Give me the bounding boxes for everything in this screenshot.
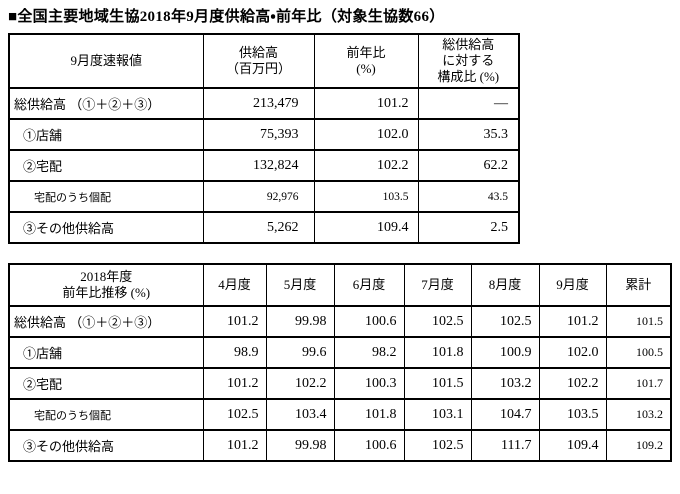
row-label: 総供給高 （①＋②＋③） (8, 87, 204, 120)
april-value: 101.2 (202, 429, 267, 462)
yoy-value: 101.2 (313, 87, 419, 120)
table-row-total-supply: 総供給高 （①＋②＋③） 101.2 99.98 100.6 102.5 102… (8, 305, 672, 338)
table-row-stores: ①店舗 75,393 102.0 35.3 (8, 118, 520, 151)
cumulative-value: 109.2 (605, 429, 672, 462)
september-value: 109.4 (538, 429, 607, 462)
april-value: 102.5 (202, 398, 267, 431)
row-label: ①店舗 (8, 118, 204, 151)
table-row-individual-delivery: 宅配のうち個配 92,976 103.5 43.5 (8, 180, 520, 213)
table2-header-cumulative: 累計 (605, 263, 672, 307)
table2-header-row: 2018年度 前年比推移 (%) 4月度 5月度 6月度 7月度 8月度 9月度… (8, 263, 672, 307)
cumulative-value: 101.5 (605, 305, 672, 338)
supply-value: 132,824 (202, 149, 315, 182)
table-row-total-supply: 総供給高 （①＋②＋③） 213,479 101.2 ― (8, 87, 520, 120)
september-value: 102.0 (538, 336, 607, 369)
august-value: 111.7 (470, 429, 540, 462)
june-value: 100.3 (333, 367, 405, 400)
table1-body: 総供給高 （①＋②＋③） 213,479 101.2 ― ①店舗 75,393 … (8, 87, 520, 244)
supply-value: 5,262 (202, 211, 315, 244)
table2-header-april: 4月度 (202, 263, 267, 307)
cumulative-value: 100.5 (605, 336, 672, 369)
cumulative-value: 103.2 (605, 398, 672, 431)
table1-header-supply: 供給高 （百万円） (202, 33, 315, 89)
table1-header-label: 9月度速報値 (8, 33, 204, 89)
table-row-delivery: ②宅配 132,824 102.2 62.2 (8, 149, 520, 182)
page-title: ■全国主要地域生協2018年9月度供給高・前年比（対象生協数66） (8, 9, 445, 25)
april-value: 101.2 (202, 305, 267, 338)
table2-header: 2018年度 前年比推移 (%) 4月度 5月度 6月度 7月度 8月度 9月度… (8, 263, 672, 307)
table2-header-may: 5月度 (265, 263, 335, 307)
april-value: 98.9 (202, 336, 267, 369)
june-value: 100.6 (333, 305, 405, 338)
yoy-value: 102.0 (313, 118, 419, 151)
may-value: 102.2 (265, 367, 335, 400)
august-value: 103.2 (470, 367, 540, 400)
table2-header-label: 2018年度 前年比推移 (%) (8, 263, 204, 307)
table2-body: 総供給高 （①＋②＋③） 101.2 99.98 100.6 102.5 102… (8, 305, 672, 462)
september-value: 102.2 (538, 367, 607, 400)
share-value: 43.5 (417, 180, 520, 213)
june-value: 101.8 (333, 398, 405, 431)
may-value: 99.98 (265, 429, 335, 462)
table1-header-row: 9月度速報値 供給高 （百万円） 前年比 (%) 総供給高 に対する 構成比 (… (8, 33, 520, 89)
table-row-individual-delivery: 宅配のうち個配 102.5 103.4 101.8 103.1 104.7 10… (8, 398, 672, 431)
table-row-stores: ①店舗 98.9 99.6 98.2 101.8 100.9 102.0 100… (8, 336, 672, 369)
august-value: 102.5 (470, 305, 540, 338)
cumulative-value: 101.7 (605, 367, 672, 400)
row-label: 宅配のうち個配 (8, 398, 204, 431)
yoy-value: 102.2 (313, 149, 419, 182)
september-flash-report-table: 9月度速報値 供給高 （百万円） 前年比 (%) 総供給高 に対する 構成比 (… (8, 33, 520, 244)
share-value: 62.2 (417, 149, 520, 182)
row-label: ③その他供給高 (8, 429, 204, 462)
yoy-value: 103.5 (313, 180, 419, 213)
may-value: 99.98 (265, 305, 335, 338)
yoy-value: 109.4 (313, 211, 419, 244)
supply-value: 213,479 (202, 87, 315, 120)
table1-header: 9月度速報値 供給高 （百万円） 前年比 (%) 総供給高 に対する 構成比 (… (8, 33, 520, 89)
table-row-other-supply: ③その他供給高 101.2 99.98 100.6 102.5 111.7 10… (8, 429, 672, 462)
supply-value: 92,976 (202, 180, 315, 213)
table1-header-yoy: 前年比 (%) (313, 33, 419, 89)
table-row-other-supply: ③その他供給高 5,262 109.4 2.5 (8, 211, 520, 244)
july-value: 102.5 (403, 429, 472, 462)
september-value: 101.2 (538, 305, 607, 338)
table1-header-share: 総供給高 に対する 構成比 (%) (417, 33, 520, 89)
june-value: 100.6 (333, 429, 405, 462)
document-page: ■全国主要地域生協2018年9月度供給高・前年比（対象生協数66） 9月度速報値… (8, 9, 672, 462)
row-label: 総供給高 （①＋②＋③） (8, 305, 204, 338)
row-label: ③その他供給高 (8, 211, 204, 244)
row-label: ②宅配 (8, 367, 204, 400)
share-value: 2.5 (417, 211, 520, 244)
august-value: 100.9 (470, 336, 540, 369)
table2-header-july: 7月度 (403, 263, 472, 307)
table2-header-june: 6月度 (333, 263, 405, 307)
table2-header-september: 9月度 (538, 263, 607, 307)
table2-header-august: 8月度 (470, 263, 540, 307)
supply-value: 75,393 (202, 118, 315, 151)
july-value: 101.8 (403, 336, 472, 369)
may-value: 103.4 (265, 398, 335, 431)
june-value: 98.2 (333, 336, 405, 369)
row-label: ②宅配 (8, 149, 204, 182)
share-value: ― (417, 87, 520, 120)
fy2018-yoy-trend-table: 2018年度 前年比推移 (%) 4月度 5月度 6月度 7月度 8月度 9月度… (8, 263, 672, 462)
may-value: 99.6 (265, 336, 335, 369)
row-label: 宅配のうち個配 (8, 180, 204, 213)
july-value: 103.1 (403, 398, 472, 431)
september-value: 103.5 (538, 398, 607, 431)
july-value: 101.5 (403, 367, 472, 400)
share-value: 35.3 (417, 118, 520, 151)
july-value: 102.5 (403, 305, 472, 338)
august-value: 104.7 (470, 398, 540, 431)
table-row-delivery: ②宅配 101.2 102.2 100.3 101.5 103.2 102.2 … (8, 367, 672, 400)
row-label: ①店舗 (8, 336, 204, 369)
april-value: 101.2 (202, 367, 267, 400)
